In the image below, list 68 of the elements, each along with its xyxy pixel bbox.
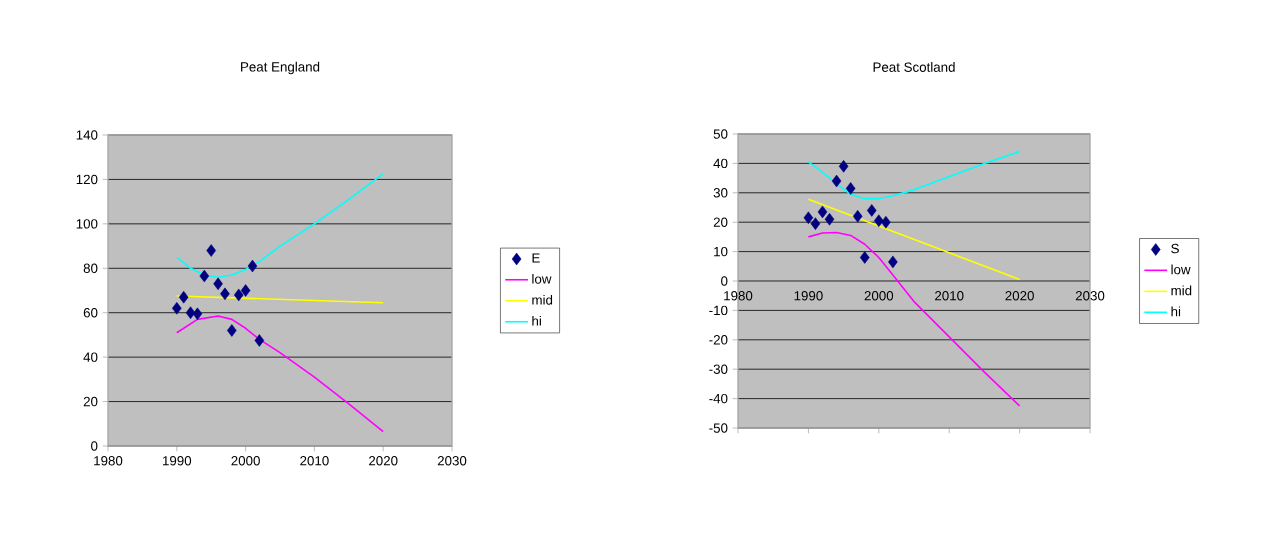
x-tick-label: 2010 xyxy=(935,291,964,301)
point xyxy=(803,211,814,225)
point xyxy=(831,174,842,188)
legend-label: S xyxy=(1171,243,1179,254)
y-tick-label: 40 xyxy=(83,352,98,362)
y-tick-label: 30 xyxy=(713,188,728,198)
y-tick-label: 50 xyxy=(713,129,728,139)
point xyxy=(867,204,877,217)
point xyxy=(824,212,835,226)
point xyxy=(206,244,216,257)
y-tick-label: -30 xyxy=(709,364,728,374)
legend-label: hi xyxy=(1171,306,1181,317)
point xyxy=(845,182,856,195)
point xyxy=(240,284,251,297)
legend-label: mid xyxy=(532,294,553,305)
y-tick-label: 100 xyxy=(76,219,98,229)
point xyxy=(213,277,223,291)
point xyxy=(199,269,210,283)
x-tick-label: 2030 xyxy=(437,456,467,466)
y-tick-label: -20 xyxy=(709,335,728,345)
legend-label: E xyxy=(532,253,540,263)
point xyxy=(874,214,884,227)
y-tick-label: -50 xyxy=(709,423,728,433)
point xyxy=(227,324,237,337)
x-tick-label: 2000 xyxy=(864,291,894,301)
x-tick-label: 1990 xyxy=(794,291,823,301)
point xyxy=(192,307,203,321)
chart-title: Peat Scotland xyxy=(873,62,955,72)
y-tick-label: 0 xyxy=(721,276,728,286)
point xyxy=(888,255,898,269)
y-tick-label: 20 xyxy=(713,217,728,227)
point xyxy=(172,302,182,315)
chart-title: Peat England xyxy=(241,61,320,75)
y-tick-label: 40 xyxy=(713,158,728,169)
x-tick-label: 1990 xyxy=(163,456,192,466)
point xyxy=(810,217,821,230)
y-tick-label: 120 xyxy=(76,174,98,185)
y-tick-label: 10 xyxy=(714,246,728,257)
point xyxy=(881,215,891,229)
x-tick-label: 2000 xyxy=(231,456,260,466)
point xyxy=(838,160,849,173)
x-tick-label: 2020 xyxy=(369,456,398,466)
point xyxy=(185,306,196,319)
line-series xyxy=(807,198,1021,281)
y-tick-label: 80 xyxy=(83,263,98,273)
point xyxy=(247,259,258,273)
point xyxy=(254,334,265,347)
x-tick-label: 2020 xyxy=(1005,291,1034,301)
y-tick-label: 0 xyxy=(91,441,98,451)
point xyxy=(817,205,828,219)
y-tick-label: 20 xyxy=(83,396,98,407)
x-tick-label: 2010 xyxy=(300,456,329,466)
legend-label: hi xyxy=(532,315,541,326)
point xyxy=(852,210,863,223)
x-tick-label: 2030 xyxy=(1075,291,1105,301)
y-tick-label: -40 xyxy=(709,393,728,404)
point xyxy=(859,251,870,264)
legend-label: mid xyxy=(1171,285,1192,296)
x-tick-label: 1980 xyxy=(94,456,123,466)
y-tick-label: 140 xyxy=(76,130,98,140)
point xyxy=(233,288,244,302)
legend-label: low xyxy=(1171,264,1191,275)
legend-label: low xyxy=(532,273,552,284)
point xyxy=(220,287,230,301)
point xyxy=(178,290,189,304)
x-tick-label: 1980 xyxy=(724,291,753,301)
y-tick-label: -10 xyxy=(709,305,728,316)
y-tick-label: 60 xyxy=(83,308,98,318)
